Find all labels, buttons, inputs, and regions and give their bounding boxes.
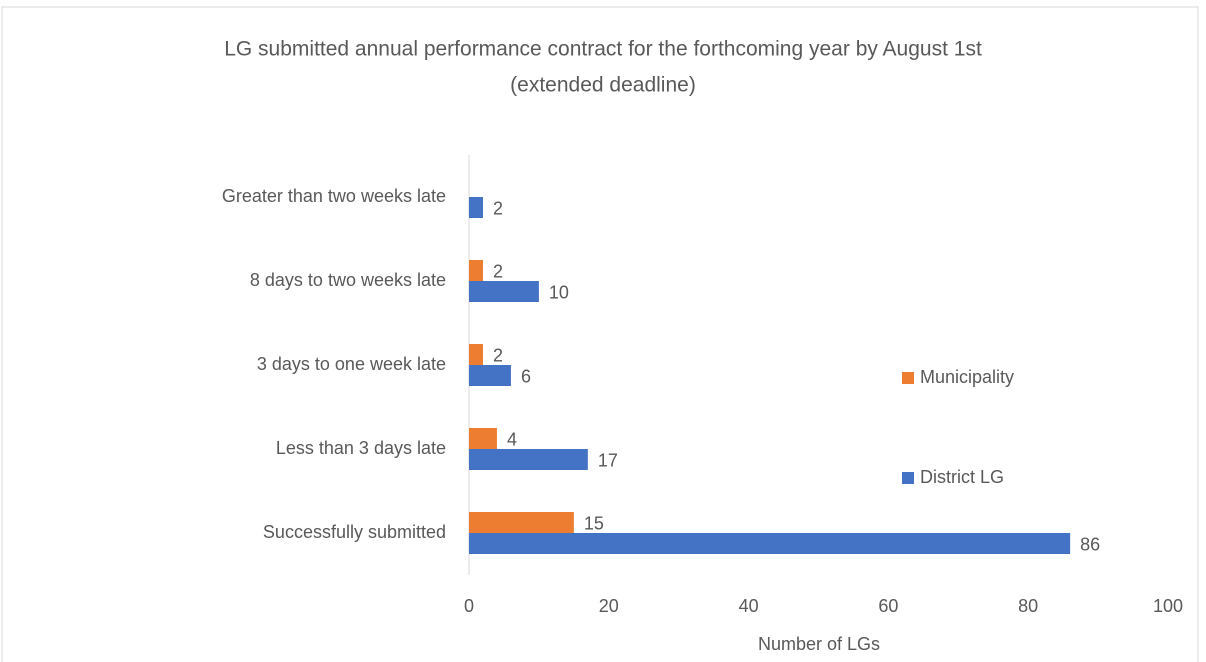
x-tick-label: 20 (599, 596, 619, 616)
chart-title: (extended deadline) (510, 74, 696, 97)
data-label: 10 (549, 282, 569, 302)
bar (469, 281, 539, 302)
data-label: 2 (493, 345, 503, 365)
legend-label: Municipality (920, 367, 1014, 387)
x-tick-label: 80 (1018, 596, 1038, 616)
data-label: 6 (521, 366, 531, 386)
bar (469, 428, 497, 449)
legend-swatch (902, 472, 914, 484)
y-tick-label: Greater than two weeks late (222, 186, 446, 206)
data-label: 4 (507, 429, 517, 449)
chart-frame (1, 6, 1199, 662)
x-tick-label: 40 (739, 596, 759, 616)
x-axis-title: Number of LGs (758, 634, 880, 654)
data-label: 15 (584, 513, 604, 533)
legend-label: District LG (920, 467, 1004, 487)
y-tick-label: 8 days to two weeks late (250, 270, 446, 290)
data-label: 2 (493, 198, 503, 218)
bar (469, 344, 483, 365)
bar (469, 512, 574, 533)
bar (469, 260, 483, 281)
data-label: 86 (1080, 534, 1100, 554)
bar (469, 449, 588, 470)
bar (469, 365, 511, 386)
x-tick-label: 100 (1153, 596, 1183, 616)
chart-title: LG submitted annual performance contract… (224, 38, 982, 61)
x-tick-label: 0 (464, 596, 474, 616)
y-tick-label: Successfully submitted (263, 522, 446, 542)
x-tick-label: 60 (878, 596, 898, 616)
bar (469, 197, 483, 218)
y-tick-label: 3 days to one week late (257, 354, 446, 374)
legend-swatch (902, 372, 914, 384)
data-label: 2 (493, 261, 503, 281)
y-tick-label: Less than 3 days late (276, 438, 446, 458)
data-label: 17 (598, 450, 618, 470)
bar (469, 533, 1071, 554)
